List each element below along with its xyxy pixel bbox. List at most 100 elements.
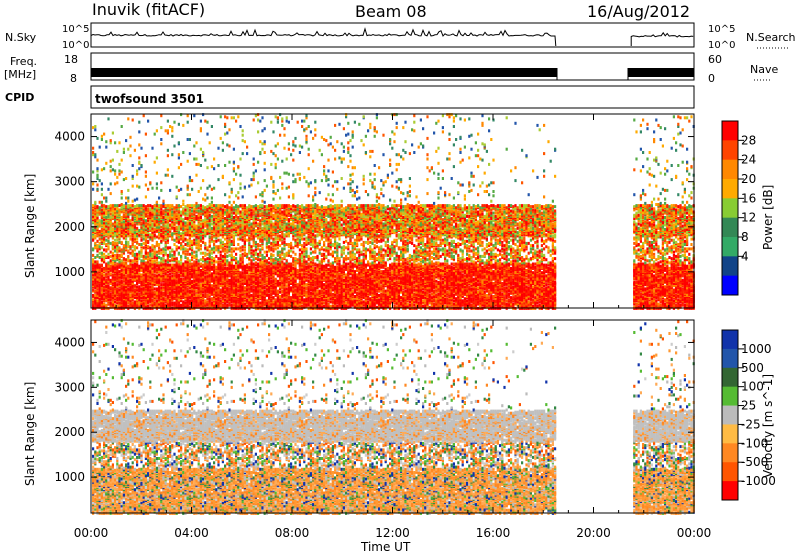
- heatmap-cell: [132, 221, 134, 224]
- heatmap-cell: [103, 267, 105, 270]
- heatmap-cell: [92, 204, 94, 207]
- heatmap-cell: [242, 134, 244, 137]
- cpid-value: twofsound 3501: [95, 92, 204, 106]
- heatmap-cell: [253, 163, 255, 166]
- heatmap-cell: [160, 283, 162, 286]
- heatmap-cell: [204, 242, 206, 245]
- heatmap-cell: [156, 251, 158, 254]
- heatmap-cell: [176, 213, 178, 216]
- heatmap-cell: [244, 204, 246, 207]
- heatmap-cell: [178, 189, 180, 192]
- heatmap-cell: [149, 304, 151, 307]
- heatmap-cell: [121, 171, 123, 174]
- heatmap-cell: [116, 204, 118, 207]
- heatmap-cell: [231, 247, 233, 250]
- heatmap-cell: [151, 253, 153, 256]
- heatmap-cell: [202, 252, 204, 255]
- heatmap-cell: [220, 204, 222, 207]
- heatmap-cell: [191, 240, 193, 243]
- heatmap-cell: [112, 204, 114, 207]
- heatmap-cell: [231, 240, 233, 243]
- heatmap-cell: [195, 163, 197, 166]
- heatmap-cell: [171, 135, 173, 138]
- heatmap-cell: [99, 179, 101, 182]
- heatmap-cell: [103, 285, 105, 288]
- heatmap-cell: [116, 150, 118, 153]
- heatmap-cell: [138, 161, 140, 164]
- heatmap-cell: [162, 216, 164, 219]
- heatmap-cell: [138, 204, 140, 207]
- heatmap-cell: [228, 248, 230, 251]
- heatmap-cell: [118, 254, 120, 257]
- heatmap-cell: [171, 153, 173, 156]
- heatmap-cell: [200, 269, 202, 272]
- heatmap-cell: [215, 204, 217, 207]
- heatmap-cell: [180, 188, 182, 191]
- heatmap-cell: [250, 205, 252, 208]
- heatmap-cell: [187, 242, 189, 245]
- heatmap-cell: [257, 269, 259, 272]
- heatmap-cell: [151, 147, 153, 150]
- heatmap-cell: [220, 263, 222, 266]
- heatmap-cell: [162, 210, 164, 213]
- heatmap-cell: [118, 246, 120, 249]
- heatmap-cell: [116, 242, 118, 245]
- heatmap-cell: [92, 258, 94, 261]
- heatmap-cell: [202, 219, 204, 222]
- heatmap-cell: [96, 244, 98, 247]
- heatmap-cell: [184, 253, 186, 256]
- freq-left-bottom: 8: [70, 72, 77, 85]
- heatmap-cell: [132, 238, 134, 241]
- heatmap-cell: [178, 166, 180, 169]
- heatmap-cell: [180, 238, 182, 241]
- heatmap-cell: [125, 261, 127, 264]
- heatmap-cell: [132, 302, 134, 305]
- heatmap-cell: [92, 229, 94, 232]
- heatmap-cell: [215, 260, 217, 263]
- heatmap-cell: [200, 120, 202, 123]
- heatmap-cell: [250, 252, 252, 255]
- heatmap-cell: [134, 289, 136, 292]
- heatmap-cell: [187, 204, 189, 207]
- heatmap-cell: [114, 173, 116, 176]
- heatmap-cell: [132, 164, 134, 167]
- heatmap-cell: [165, 225, 167, 228]
- heatmap-cell: [118, 208, 120, 211]
- heatmap-cell: [129, 154, 131, 157]
- heatmap-cell: [220, 137, 222, 140]
- heatmap-cell: [242, 212, 244, 215]
- heatmap-cell: [154, 233, 156, 236]
- heatmap-cell: [211, 266, 213, 269]
- heatmap-cell: [237, 238, 239, 241]
- heatmap-cell: [242, 195, 244, 198]
- heatmap-cell: [154, 256, 156, 259]
- heatmap-cell: [99, 146, 101, 149]
- heatmap-cell: [114, 204, 116, 207]
- heatmap-cell: [92, 147, 94, 150]
- heatmap-cell: [204, 246, 206, 249]
- heatmap-cell: [94, 201, 96, 204]
- heatmap-cell: [169, 224, 171, 227]
- heatmap-cell: [191, 204, 193, 207]
- heatmap-cell: [250, 178, 252, 181]
- heatmap-cell: [118, 289, 120, 292]
- heatmap-cell: [226, 267, 228, 270]
- heatmap-cell: [244, 286, 246, 289]
- heatmap-cell: [96, 205, 98, 208]
- heatmap-cell: [176, 186, 178, 189]
- heatmap-cell: [255, 195, 257, 198]
- heatmap-cell: [105, 272, 107, 275]
- heatmap-cell: [149, 204, 151, 207]
- heatmap-cell: [105, 162, 107, 165]
- heatmap-cell: [209, 185, 211, 188]
- heatmap-cell: [101, 208, 103, 211]
- heatmap-cell: [215, 276, 217, 279]
- heatmap-cell: [105, 243, 107, 246]
- heatmap-cell: [228, 128, 230, 131]
- heatmap-cell: [94, 125, 96, 128]
- heatmap-cell: [231, 116, 233, 119]
- heatmap-cell: [200, 263, 202, 266]
- heatmap-cell: [143, 255, 145, 258]
- heatmap-cell: [96, 184, 98, 187]
- freq-right-bottom: 0: [708, 72, 715, 85]
